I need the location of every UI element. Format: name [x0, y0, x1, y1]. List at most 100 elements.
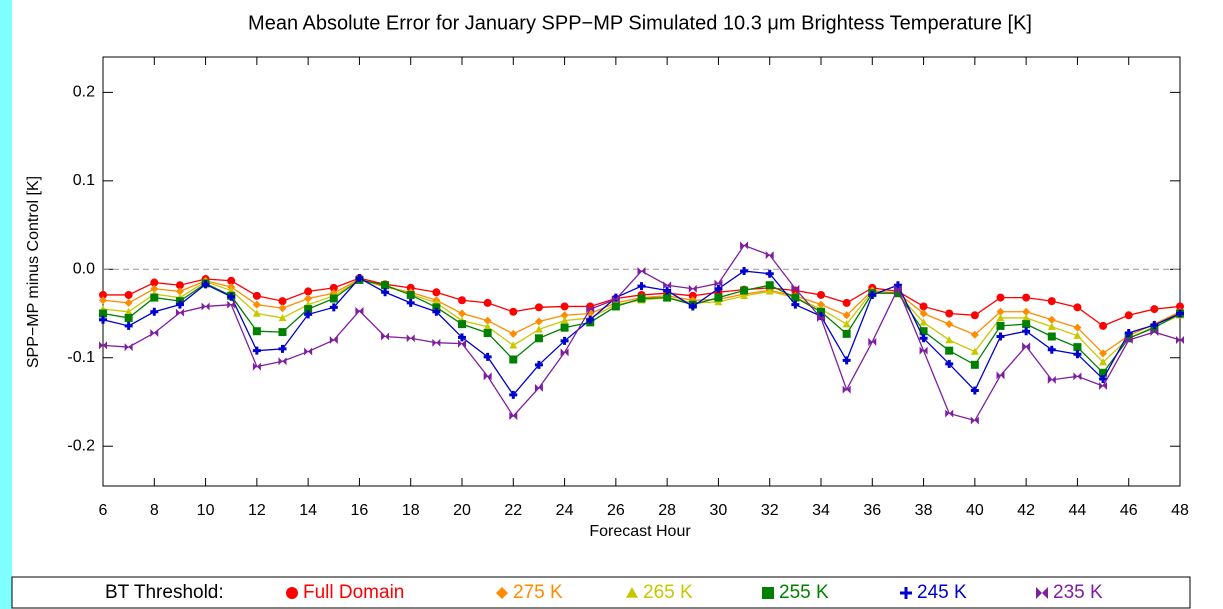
marker — [740, 241, 749, 250]
marker — [714, 284, 723, 293]
marker — [560, 348, 569, 357]
marker — [1176, 309, 1184, 318]
marker — [1150, 305, 1159, 314]
marker — [919, 318, 928, 326]
marker — [278, 304, 287, 313]
x-tick-label: 10 — [197, 502, 215, 519]
marker — [329, 336, 338, 345]
marker — [1099, 382, 1108, 391]
marker — [406, 298, 415, 307]
marker — [791, 293, 800, 302]
x-tick-label: 22 — [504, 502, 522, 519]
marker — [688, 291, 697, 300]
marker — [663, 281, 672, 290]
x-tick-label: 30 — [710, 502, 728, 519]
marker — [919, 302, 928, 311]
y-axis-label: SPP−MP minus Control [K] — [25, 176, 42, 368]
marker — [509, 390, 518, 399]
marker — [560, 311, 569, 320]
marker — [509, 412, 518, 421]
marker — [432, 288, 441, 297]
marker — [1099, 349, 1108, 358]
marker — [1073, 303, 1082, 312]
marker — [329, 294, 338, 303]
marker — [1124, 336, 1133, 345]
x-tick-label: 26 — [607, 502, 625, 519]
marker — [1022, 327, 1031, 336]
series-line — [102, 244, 1181, 422]
marker — [278, 357, 287, 366]
marker — [765, 287, 774, 295]
y-tick-label: 0.0 — [73, 261, 95, 278]
marker — [1073, 323, 1082, 332]
marker — [1047, 297, 1056, 306]
marker — [150, 284, 159, 293]
marker — [304, 287, 313, 296]
marker — [304, 347, 313, 356]
marker — [483, 322, 492, 330]
marker — [252, 309, 261, 317]
marker — [483, 328, 492, 337]
legend-label: 265 K — [643, 582, 693, 603]
x-tick-label: 24 — [556, 502, 574, 519]
marker — [1047, 322, 1056, 330]
plot-frame — [102, 56, 1181, 487]
x-tick-label: 12 — [248, 502, 266, 519]
marker — [1099, 368, 1108, 377]
marker — [99, 296, 107, 305]
marker — [945, 336, 954, 344]
marker — [791, 284, 800, 293]
marker — [970, 347, 979, 355]
marker — [124, 290, 133, 299]
x-tick-label: 6 — [99, 502, 108, 519]
marker — [458, 296, 466, 305]
y-tick-label: -0.1 — [67, 349, 95, 366]
marker — [714, 293, 723, 302]
marker — [740, 291, 749, 300]
marker — [175, 287, 184, 296]
marker — [714, 298, 723, 306]
legend-marker — [496, 587, 508, 599]
marker — [304, 294, 313, 303]
marker — [124, 343, 133, 352]
marker — [560, 336, 569, 345]
marker — [252, 291, 261, 300]
marker — [252, 362, 261, 371]
x-tick-label: 20 — [453, 502, 471, 519]
x-tick-label: 46 — [1120, 502, 1138, 519]
marker — [278, 328, 287, 337]
marker — [355, 306, 364, 315]
marker — [432, 303, 441, 312]
marker — [842, 311, 851, 320]
marker — [432, 307, 441, 316]
marker — [483, 298, 492, 307]
legend-marker — [1036, 587, 1048, 599]
marker — [996, 313, 1005, 322]
marker — [842, 320, 851, 328]
marker — [637, 282, 646, 291]
marker — [509, 307, 518, 316]
marker — [534, 334, 543, 343]
marker — [817, 290, 825, 299]
marker — [458, 339, 466, 348]
marker — [381, 281, 390, 290]
marker — [201, 280, 210, 289]
marker — [996, 321, 1005, 330]
marker — [124, 321, 133, 330]
marker — [304, 310, 313, 319]
x-tick-label: 48 — [1171, 502, 1189, 519]
marker — [252, 327, 261, 336]
marker — [406, 283, 415, 292]
legend-label: 235 K — [1053, 582, 1103, 603]
marker — [381, 288, 390, 297]
marker — [740, 286, 749, 295]
marker — [278, 313, 287, 322]
marker — [1047, 345, 1056, 354]
marker — [252, 346, 261, 355]
marker — [1022, 320, 1031, 329]
marker — [688, 302, 697, 311]
marker — [842, 385, 851, 394]
marker — [175, 281, 184, 290]
marker — [304, 305, 313, 314]
marker — [842, 298, 851, 307]
